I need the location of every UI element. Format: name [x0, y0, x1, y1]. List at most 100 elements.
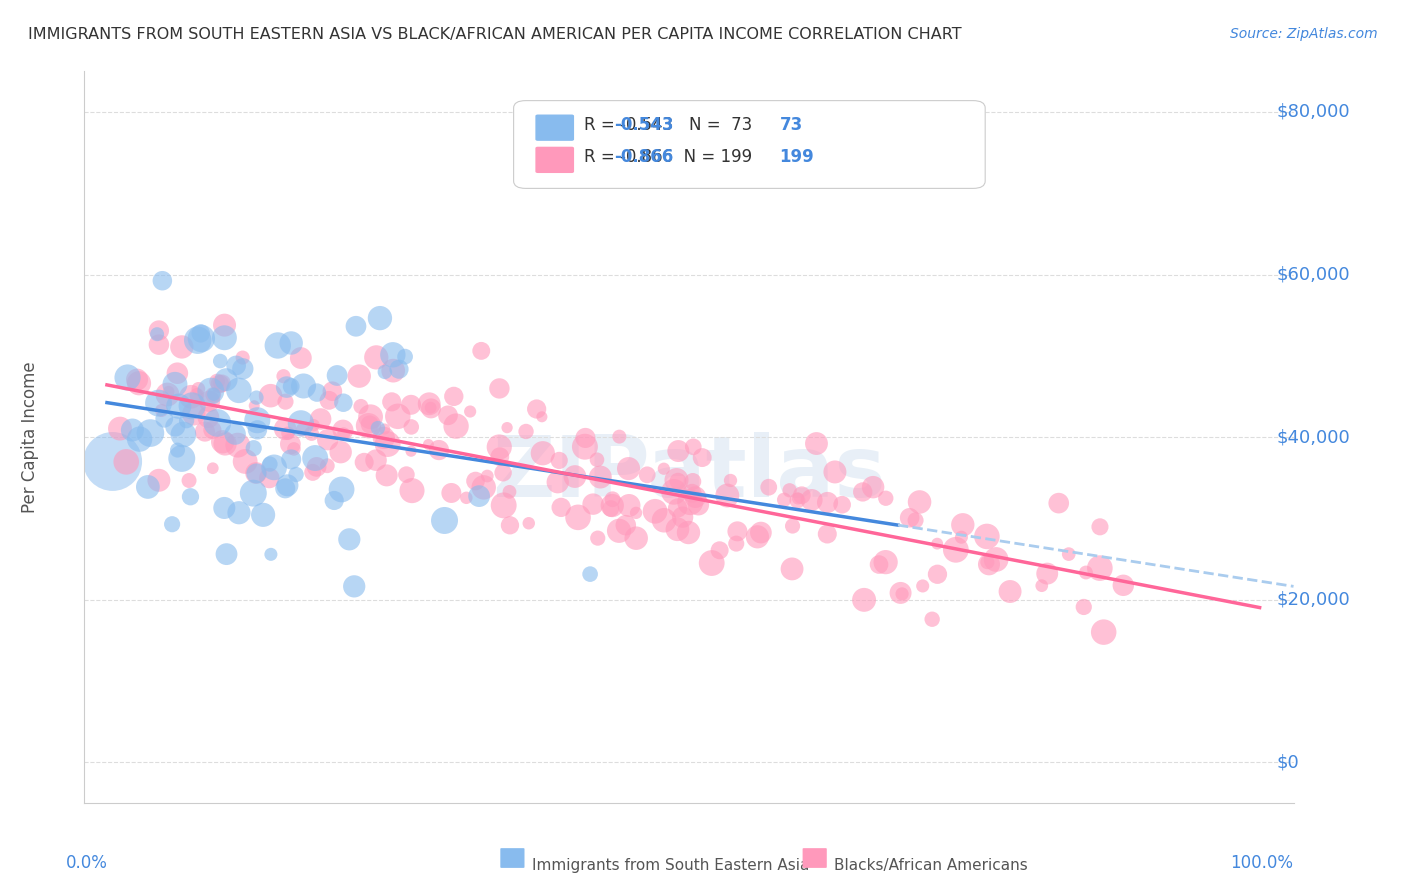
Immigrants from South Eastern Asia — [246, 423, 269, 437]
Blacks/African Americans — [472, 480, 495, 494]
Blacks/African Americans — [624, 506, 647, 520]
Blacks/African Americans — [984, 552, 1007, 566]
Immigrants from South Eastern Asia — [224, 427, 246, 442]
Blacks/African Americans — [685, 490, 707, 504]
Blacks/African Americans — [716, 489, 738, 503]
Blacks/African Americans — [277, 426, 299, 441]
Immigrants from South Eastern Asia — [163, 377, 186, 392]
Blacks/African Americans — [682, 440, 704, 454]
Blacks/African Americans — [226, 438, 249, 452]
Blacks/African Americans — [283, 442, 305, 456]
Blacks/African Americans — [607, 524, 630, 538]
Blacks/African Americans — [530, 409, 553, 424]
Blacks/African Americans — [318, 393, 340, 408]
Blacks/African Americans — [492, 499, 515, 513]
Immigrants from South Eastern Asia — [332, 395, 354, 409]
Immigrants from South Eastern Asia — [280, 379, 302, 393]
Text: 199: 199 — [780, 148, 814, 166]
Blacks/African Americans — [586, 452, 609, 467]
Blacks/African Americans — [564, 469, 586, 483]
Immigrants from South Eastern Asia — [209, 354, 232, 368]
Immigrants from South Eastern Asia — [388, 362, 411, 376]
Immigrants from South Eastern Asia — [214, 500, 236, 515]
Blacks/African Americans — [419, 401, 441, 415]
Blacks/African Americans — [477, 469, 499, 483]
Blacks/African Americans — [666, 500, 689, 515]
FancyBboxPatch shape — [536, 114, 574, 141]
Blacks/African Americans — [399, 398, 422, 412]
Blacks/African Americans — [574, 440, 596, 454]
Blacks/African Americans — [1073, 599, 1095, 614]
Blacks/African Americans — [347, 369, 370, 384]
Immigrants from South Eastern Asia — [202, 387, 225, 401]
Text: Immigrants from South Eastern Asia: Immigrants from South Eastern Asia — [531, 858, 808, 872]
Blacks/African Americans — [150, 403, 173, 417]
Blacks/African Americans — [302, 418, 325, 433]
Blacks/African Americans — [186, 388, 208, 402]
Text: Blacks/African Americans: Blacks/African Americans — [834, 858, 1028, 872]
Blacks/African Americans — [678, 525, 700, 540]
Blacks/African Americans — [374, 422, 396, 436]
Blacks/African Americans — [418, 437, 440, 451]
Blacks/African Americans — [927, 567, 949, 582]
Immigrants from South Eastern Asia — [343, 579, 366, 593]
Immigrants from South Eastern Asia — [326, 368, 349, 383]
Blacks/African Americans — [952, 517, 974, 532]
Text: IMMIGRANTS FROM SOUTH EASTERN ASIA VS BLACK/AFRICAN AMERICAN PER CAPITA INCOME C: IMMIGRANTS FROM SOUTH EASTERN ASIA VS BL… — [28, 27, 962, 42]
Blacks/African Americans — [672, 510, 695, 524]
Text: 0.0%: 0.0% — [66, 854, 108, 872]
Blacks/African Americans — [180, 390, 202, 404]
Blacks/African Americans — [688, 498, 710, 512]
Blacks/African Americans — [329, 445, 352, 459]
Blacks/African Americans — [515, 425, 537, 439]
Blacks/African Americans — [862, 480, 884, 494]
Blacks/African Americans — [499, 518, 522, 533]
Blacks/African Americans — [387, 409, 409, 424]
Immigrants from South Eastern Asia — [117, 370, 139, 384]
Text: $60,000: $60,000 — [1277, 266, 1350, 284]
Immigrants from South Eastern Asia — [344, 319, 367, 334]
Blacks/African Americans — [359, 417, 381, 432]
Blacks/African Americans — [725, 524, 748, 539]
Blacks/African Americans — [360, 409, 382, 424]
Blacks/African Americans — [831, 498, 853, 512]
Blacks/African Americans — [332, 423, 354, 437]
Immigrants from South Eastern Asia — [187, 333, 209, 347]
Blacks/African Americans — [1036, 566, 1059, 581]
Immigrants from South Eastern Asia — [170, 451, 193, 466]
Blacks/African Americans — [233, 454, 256, 468]
Immigrants from South Eastern Asia — [394, 350, 416, 364]
Blacks/African Americans — [624, 531, 647, 545]
Immigrants from South Eastern Asia — [292, 379, 315, 393]
Blacks/African Americans — [780, 562, 803, 576]
Immigrants from South Eastern Asia — [259, 457, 281, 471]
Blacks/African Americans — [194, 425, 217, 439]
Blacks/African Americans — [420, 401, 443, 416]
Blacks/African Americans — [177, 474, 200, 488]
Blacks/African Americans — [1088, 520, 1111, 534]
Blacks/African Americans — [786, 493, 808, 508]
Blacks/African Americans — [377, 437, 399, 451]
Blacks/African Americans — [908, 495, 931, 509]
Blacks/African Americans — [679, 495, 702, 509]
Blacks/African Americans — [157, 384, 180, 399]
Blacks/African Americans — [700, 556, 723, 570]
Blacks/African Americans — [232, 351, 254, 365]
Blacks/African Americans — [375, 468, 398, 483]
Blacks/African Americans — [202, 388, 225, 402]
Blacks/African Americans — [602, 492, 624, 507]
Blacks/African Americans — [301, 466, 323, 480]
Blacks/African Americans — [1074, 566, 1097, 580]
Blacks/African Americans — [211, 376, 233, 391]
Blacks/African Americans — [488, 381, 510, 395]
Blacks/African Americans — [998, 584, 1021, 599]
Blacks/African Americans — [898, 510, 921, 524]
Blacks/African Americans — [214, 318, 236, 333]
Blacks/African Americans — [517, 516, 540, 531]
Immigrants from South Eastern Asia — [214, 331, 236, 345]
Blacks/African Americans — [350, 400, 373, 414]
Blacks/African Americans — [709, 543, 731, 558]
Blacks/African Americans — [1047, 496, 1070, 510]
Text: ZIPatlas: ZIPatlas — [492, 432, 886, 516]
FancyBboxPatch shape — [501, 848, 524, 868]
